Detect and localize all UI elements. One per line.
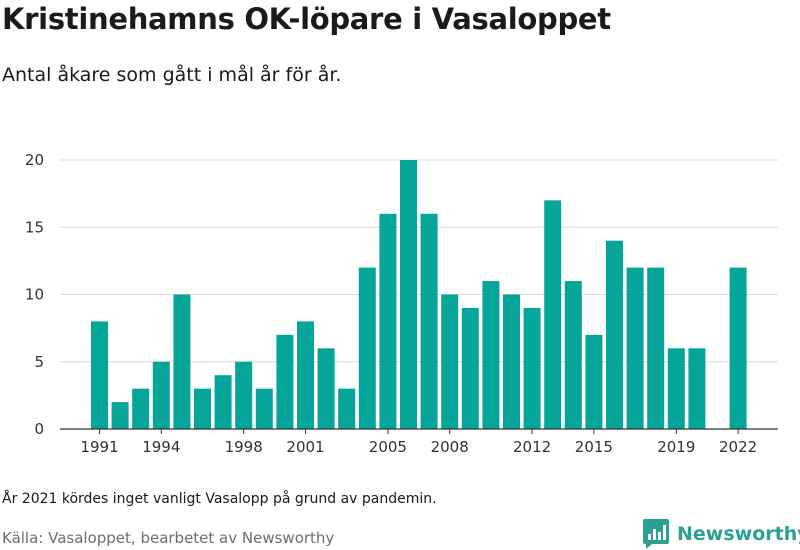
x-tick-label: 2001 <box>286 438 324 456</box>
bar-1994 <box>152 361 170 429</box>
bar-2001 <box>297 321 314 429</box>
x-tick-label: 2019 <box>657 438 695 456</box>
bar-1999 <box>255 388 273 429</box>
source-credit: Källa: Vasaloppet, bearbetet av Newswort… <box>2 529 335 547</box>
x-tick-label: 2015 <box>575 438 613 456</box>
bar-2011 <box>503 294 520 429</box>
bar-1995 <box>173 294 191 429</box>
y-axis-tick-labels: 0 5 10 15 20 <box>25 151 44 438</box>
bar-2009 <box>461 307 479 429</box>
bar-2016 <box>606 240 623 429</box>
bar-2018 <box>647 267 665 429</box>
bar-1991 <box>91 321 108 429</box>
bar-1993 <box>132 388 150 429</box>
bar-1998 <box>235 361 253 429</box>
newsworthy-logo-icon <box>643 519 669 549</box>
bar-2019 <box>667 348 685 429</box>
bar-2000 <box>276 334 294 429</box>
bar-2002 <box>317 348 335 429</box>
x-tick-label: 2012 <box>513 438 551 456</box>
bar-1996 <box>194 388 211 429</box>
bar-1997 <box>214 375 232 429</box>
bar-2017 <box>626 267 644 429</box>
y-tick-label: 0 <box>34 420 44 438</box>
bar-2015 <box>585 334 603 429</box>
bar-chart: 0 5 10 15 20 1991 1994 1998 2001 2005 2008 2012 201… <box>25 151 778 456</box>
bar-2006 <box>400 160 417 429</box>
bar-2014 <box>564 281 582 429</box>
brand-logo[interactable]: Newsworthy <box>643 518 800 550</box>
y-tick-label: 15 <box>25 218 44 236</box>
bars <box>91 160 747 429</box>
footnote: År 2021 kördes inget vanligt Vasalopp på… <box>2 491 437 507</box>
x-tick-label: 2022 <box>719 438 757 456</box>
chart-subtitle: Antal åkare som gått i mål år för år. <box>2 64 342 86</box>
bar-1992 <box>111 402 129 429</box>
bar-2012 <box>523 307 541 429</box>
y-tick-label: 10 <box>25 286 44 304</box>
x-axis-ticks: 1991 1994 1998 2001 2005 2008 2012 2015 2019 2022 <box>80 429 757 456</box>
x-tick-label: 2005 <box>369 438 407 456</box>
bar-2013 <box>544 200 562 429</box>
x-tick-label: 1994 <box>142 438 180 456</box>
y-tick-label: 20 <box>25 151 44 169</box>
y-tick-label: 5 <box>34 353 44 371</box>
bar-2003 <box>338 388 356 429</box>
gridlines <box>60 159 778 363</box>
bar-2005 <box>379 213 397 429</box>
x-tick-label: 2008 <box>431 438 469 456</box>
bar-2004 <box>358 267 376 429</box>
chart-title: Kristinehamns OK-löpare i Vasaloppet <box>2 2 611 36</box>
bar-2010 <box>482 281 500 429</box>
bar-2008 <box>441 294 459 429</box>
x-tick-label: 1998 <box>225 438 263 456</box>
bar-2020 <box>688 348 706 429</box>
bar-2007 <box>420 213 438 429</box>
bar-2022 <box>729 267 747 429</box>
x-tick-label: 1991 <box>80 438 118 456</box>
brand-name: Newsworthy <box>677 523 800 545</box>
